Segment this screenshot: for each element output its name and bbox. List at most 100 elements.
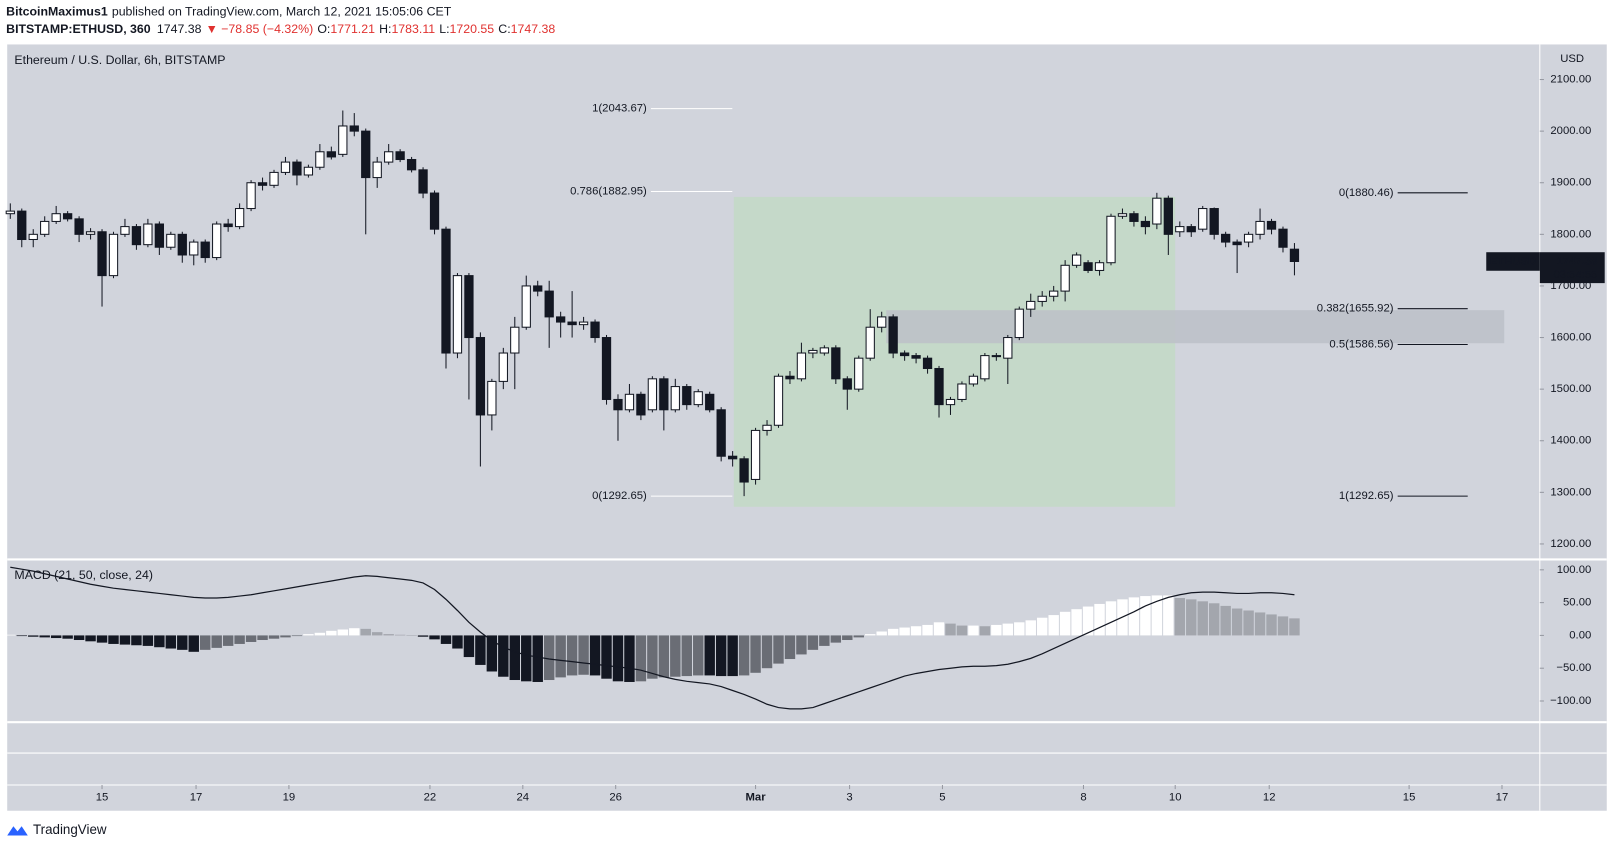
candle-body [911,355,921,359]
candle-body [819,347,830,354]
symbol: BITSTAMP:ETHUSD, 360 [6,22,151,36]
y-tick-label: 100.00 [1557,564,1592,576]
zone [733,196,1176,507]
candle-body [189,241,199,256]
histogram-bar [349,628,360,636]
candle-body [1221,233,1231,243]
candle-body [5,210,15,215]
candle-body [338,125,348,155]
candle-body [1014,308,1024,339]
candle-body [1140,220,1151,228]
x-tick-label: 17 [190,791,203,803]
candle-body [888,316,898,354]
y-tick-label: 2000.00 [1550,125,1591,137]
x-tick-label: 5 [939,791,945,803]
histogram-bar [578,635,589,675]
candle-body [1289,248,1300,263]
ohlc-label: L: [439,22,449,36]
candle-body [624,393,635,411]
candle-body [1129,213,1139,222]
candle-body [693,391,703,406]
candle-body [831,347,841,380]
candle-body [865,326,875,359]
histogram-bar [383,634,394,636]
histogram-bar [796,635,807,655]
histogram-bar [1094,603,1105,636]
histogram-bar [1002,623,1014,636]
histogram-bar [670,635,681,677]
candle-body [200,241,210,259]
histogram-bar [601,635,612,679]
candle-body [315,151,325,168]
candle-body [40,220,50,235]
histogram-bar [303,634,314,636]
fib-label: 0(1880.46) [1339,187,1394,199]
candle-body [716,409,726,457]
histogram-bar [761,635,773,669]
fib-label: 0.5(1586.56) [1329,338,1393,350]
candle-body [85,231,96,235]
price-tag: ETHUSD [1490,255,1537,267]
candle-body [292,161,302,176]
histogram-bar [1289,618,1300,636]
histogram-bar [417,635,429,637]
histogram-bar [326,630,337,636]
fib-label: 0.382(1655.92) [1317,303,1394,315]
candle-body [257,182,268,186]
candle-body [246,182,256,210]
histogram-bar [200,635,211,650]
histogram-bar [28,635,39,637]
x-tick-label: 15 [96,791,109,803]
histogram-bar [1128,597,1140,636]
candle-body [326,151,336,158]
histogram-bar [39,635,50,638]
last: 1747.38 [157,22,202,36]
fib-label: 0.786(1882.95) [570,186,647,198]
histogram-bar [486,635,498,672]
histogram-bar [96,635,108,643]
candle-body [212,223,222,259]
histogram-bar [887,628,899,636]
logo [7,826,28,836]
x-tick-label: 19 [283,791,296,803]
header-line: BitcoinMaximus1 published on TradingView.… [6,5,452,19]
ohlc-value: 1783.11 [391,22,435,36]
candle-body [74,218,84,235]
fib-label: 0(1292.65) [592,490,647,502]
histogram-bar [1174,598,1186,636]
histogram-bar [945,623,956,636]
candle-body [1049,290,1059,297]
histogram-bar [624,635,635,682]
candle-body [991,355,1001,358]
histogram-bar [131,635,142,646]
histogram-bar [750,635,761,673]
x-tick-label: 22 [424,791,437,803]
candle-body [533,285,543,292]
histogram-bar [830,635,842,643]
ohlc-label: C: [498,22,510,36]
change: ▼ −78.85 (−4.32%) [206,22,314,36]
histogram-bar [1163,595,1174,636]
candle-body [1026,300,1036,310]
histogram-bar [371,632,383,636]
candle-body [384,151,394,163]
candle-body [521,285,531,328]
y-tick-label: 1900.00 [1550,177,1591,189]
histogram-bar [280,635,291,638]
candle-body [808,349,818,354]
histogram-bar [463,635,475,658]
histogram-bar [658,635,670,678]
candle-body [796,352,807,380]
candle-body [143,223,153,246]
y-tick-label: 1800.00 [1550,228,1591,240]
candle-body [498,352,508,382]
histogram-bar [245,635,257,642]
candle-body [1083,262,1093,271]
candle-body [854,357,864,390]
histogram-bar [589,635,601,676]
histogram-bar [647,635,658,679]
price-label-bg [1539,252,1605,284]
ohlc-value: 1747.38 [511,22,556,36]
candle-body [361,130,371,179]
ohlc-value: 1771.21 [330,22,375,36]
